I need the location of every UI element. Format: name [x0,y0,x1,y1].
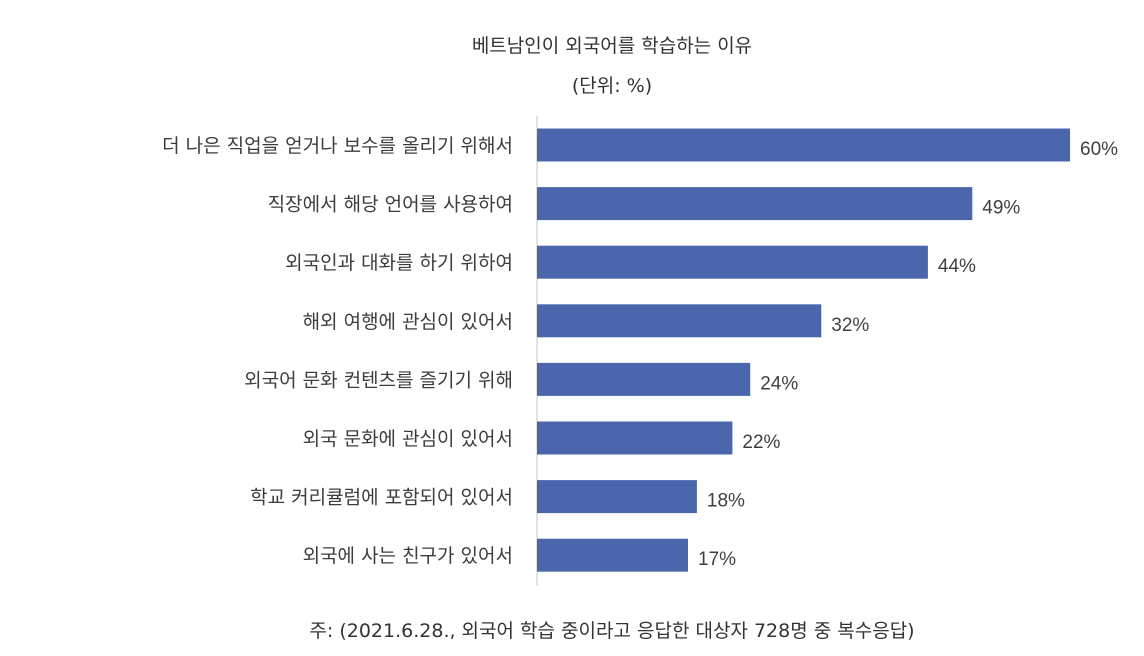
bar [537,538,688,572]
data-label: 44% [938,256,976,277]
bar [537,304,822,338]
category-label: 외국인과 대화를 하기 위하여 [285,252,513,274]
bar [537,187,973,221]
data-label: 18% [707,491,745,512]
category-label: 직장에서 해당 언어를 사용하여 [268,194,513,216]
chart-note: 주: (2021.6.28., 외국어 학습 중이라고 응답한 대상자 728명… [309,620,915,642]
category-label: 외국 문화에 관심이 있어서 [303,428,513,450]
category-label: 더 나은 직업을 얻거나 보수를 올리기 위해서 [162,135,513,157]
bar [537,421,733,455]
data-label: 17% [698,549,736,570]
category-label: 해외 여행에 관심이 있어서 [303,311,513,333]
bar [537,480,697,514]
bar [537,128,1070,162]
data-label: 32% [831,315,869,336]
data-label: 49% [982,198,1020,219]
data-label: 22% [742,432,780,453]
category-label: 외국에 사는 친구가 있어서 [303,545,513,567]
data-label: 60% [1080,139,1118,160]
category-label: 학교 커리큘럼에 포함되어 있어서 [250,487,513,509]
chart-title: 베트남인이 외국어를 학습하는 이유 [471,35,753,57]
category-label: 외국어 문화 컨텐츠를 즐기기 위해 [244,369,513,391]
data-label: 24% [760,373,798,394]
bar [537,245,928,279]
bar [537,362,751,396]
chart-subtitle: (단위: %) [571,75,653,97]
